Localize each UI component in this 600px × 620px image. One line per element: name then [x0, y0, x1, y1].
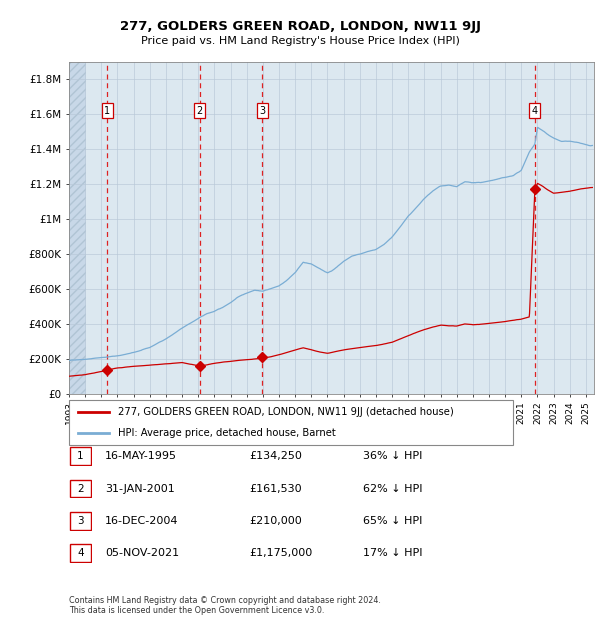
Text: 4: 4 — [77, 548, 84, 558]
Text: 277, GOLDERS GREEN ROAD, LONDON, NW11 9JJ: 277, GOLDERS GREEN ROAD, LONDON, NW11 9J… — [119, 20, 481, 33]
FancyBboxPatch shape — [70, 480, 91, 497]
Text: 36% ↓ HPI: 36% ↓ HPI — [363, 451, 422, 461]
Text: 16-MAY-1995: 16-MAY-1995 — [105, 451, 177, 461]
Bar — [69, 62, 86, 394]
FancyBboxPatch shape — [70, 512, 91, 529]
Text: £134,250: £134,250 — [249, 451, 302, 461]
FancyBboxPatch shape — [70, 448, 91, 465]
Text: 31-JAN-2001: 31-JAN-2001 — [105, 484, 175, 494]
Text: 3: 3 — [259, 106, 265, 116]
Text: 17% ↓ HPI: 17% ↓ HPI — [363, 548, 422, 558]
Bar — [69, 62, 86, 394]
Text: 1: 1 — [77, 451, 84, 461]
Text: 16-DEC-2004: 16-DEC-2004 — [105, 516, 179, 526]
Text: 2: 2 — [77, 484, 84, 494]
FancyBboxPatch shape — [69, 400, 513, 445]
Text: 05-NOV-2021: 05-NOV-2021 — [105, 548, 179, 558]
Text: £1,175,000: £1,175,000 — [249, 548, 312, 558]
Text: 277, GOLDERS GREEN ROAD, LONDON, NW11 9JJ (detached house): 277, GOLDERS GREEN ROAD, LONDON, NW11 9J… — [118, 407, 454, 417]
Text: £161,530: £161,530 — [249, 484, 302, 494]
Text: 3: 3 — [77, 516, 84, 526]
Text: HPI: Average price, detached house, Barnet: HPI: Average price, detached house, Barn… — [118, 428, 335, 438]
Text: 1: 1 — [104, 106, 110, 116]
Text: 2: 2 — [196, 106, 203, 116]
Text: 62% ↓ HPI: 62% ↓ HPI — [363, 484, 422, 494]
Text: 65% ↓ HPI: 65% ↓ HPI — [363, 516, 422, 526]
Text: Contains HM Land Registry data © Crown copyright and database right 2024.
This d: Contains HM Land Registry data © Crown c… — [69, 596, 381, 615]
FancyBboxPatch shape — [70, 544, 91, 562]
Text: 4: 4 — [532, 106, 538, 116]
Text: £210,000: £210,000 — [249, 516, 302, 526]
Text: Price paid vs. HM Land Registry's House Price Index (HPI): Price paid vs. HM Land Registry's House … — [140, 36, 460, 46]
